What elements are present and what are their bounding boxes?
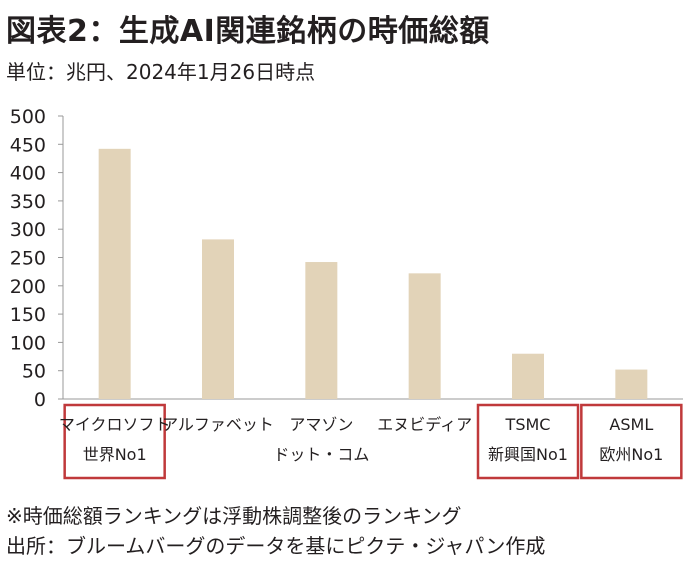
- y-tick-label: 200: [10, 276, 46, 298]
- x-tick-label: エヌビディア: [377, 415, 472, 434]
- y-tick-label: 100: [10, 332, 46, 354]
- y-tick-label: 500: [10, 106, 46, 128]
- y-tick-label: 50: [22, 361, 46, 383]
- y-tick-label: 0: [34, 389, 46, 411]
- x-tick-label: ドット・コム: [273, 445, 369, 464]
- x-tick-label: TSMC: [505, 415, 551, 434]
- bar: [98, 148, 131, 399]
- highlight-box: [476, 403, 580, 480]
- y-tick-label: 300: [10, 219, 46, 241]
- bar: [408, 273, 441, 399]
- bar: [202, 239, 234, 399]
- x-tick-label: アマゾン: [289, 415, 353, 434]
- bar: [615, 369, 648, 399]
- y-tick-label: 350: [10, 191, 46, 213]
- footnote-ranking: ※時価総額ランキングは浮動株調整後のランキング: [6, 504, 462, 528]
- highlight-box: [63, 403, 166, 480]
- x-tick-label: ASML: [609, 415, 653, 434]
- x-tick-label: 新興国No1: [488, 445, 568, 464]
- x-tick-label: 世界No1: [83, 445, 147, 464]
- chart-title: 図表2：生成AI関連銘柄の時価総額: [6, 14, 490, 49]
- bar: [512, 353, 544, 399]
- y-tick-label: 400: [10, 163, 46, 185]
- x-tick-label: アルファベット: [162, 415, 274, 434]
- chart-subtitle: 単位：兆円、2024年1月26日時点: [6, 60, 316, 84]
- x-tick-label: 欧州No1: [599, 445, 663, 464]
- y-tick-label: 250: [10, 248, 46, 270]
- footnote-source: 出所：ブルームバーグのデータを基にピクテ・ジャパン作成: [6, 534, 546, 558]
- y-tick-label: 450: [10, 134, 46, 156]
- bar: [305, 262, 338, 399]
- y-tick-label: 150: [10, 304, 46, 326]
- x-tick-label: マイクロソフト: [59, 415, 171, 434]
- highlight-box: [580, 403, 683, 480]
